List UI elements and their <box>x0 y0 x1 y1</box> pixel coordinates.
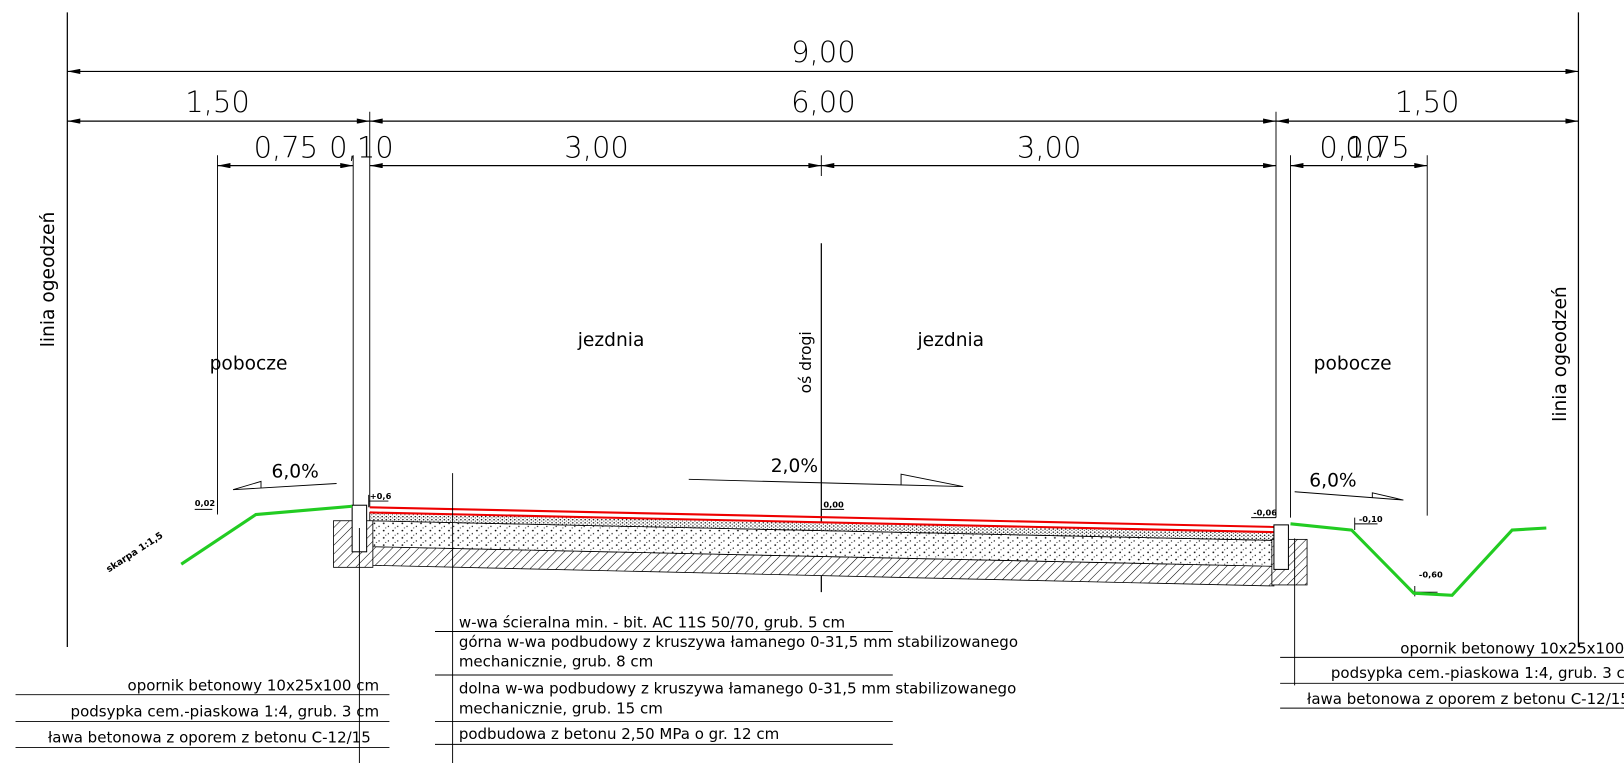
boundary-label: linia ogeodzeń <box>38 212 59 348</box>
layer-note: podbudowa z betonu 2,50 MPa o gr. 12 cm <box>459 725 779 743</box>
elevation: -0,60 <box>1419 570 1443 580</box>
elevation: 0,02 <box>195 498 216 508</box>
area-label: pobocze <box>210 354 288 375</box>
slope-label: 6,0% <box>272 461 319 482</box>
axis-label: oś drogi <box>797 331 815 393</box>
curb-note: podsypka cem.-piaskowa 1:4, grub. 3 cm <box>71 702 380 720</box>
dimension: 0,10 <box>329 130 394 164</box>
dimension: 3,00 <box>1017 130 1082 164</box>
dimension: 0,75 <box>1345 130 1410 164</box>
slope-label: 2,0% <box>771 456 818 477</box>
dimension: 3,00 <box>564 130 629 164</box>
dimension: 9,00 <box>791 35 856 69</box>
dimension: 0,75 <box>254 130 319 164</box>
elevation: -0,10 <box>1359 514 1383 524</box>
area-label: jezdnia <box>916 330 984 351</box>
layer-note: mechanicznie, grub. 8 cm <box>459 653 653 671</box>
slope-label: 6,0% <box>1309 471 1356 492</box>
layer-note: górna w-wa podbudowy z kruszywa łamanego… <box>459 633 1018 651</box>
boundary-label: linia ogeodzeń <box>1550 286 1571 422</box>
elevation: +0,6 <box>370 491 392 501</box>
pavement <box>334 505 1308 586</box>
layer-note: mechanicznie, grub. 15 cm <box>459 699 663 717</box>
embankment-label: skarpa 1:1,5 <box>104 530 165 575</box>
dimension: 1,50 <box>185 85 250 119</box>
page: 9,00 1,50 6,00 1,50 0,75 0,10 3,00 3,00 … <box>0 0 1624 763</box>
cross-section: 9,00 1,50 6,00 1,50 0,75 0,10 3,00 3,00 … <box>0 0 1624 763</box>
elevation: 0,00 <box>823 499 844 509</box>
dimension: 1,50 <box>1395 85 1460 119</box>
curb-note: podsypka cem.-piaskowa 1:4, grub. 3 cm <box>1331 664 1624 682</box>
curb-note: opornik betonowy 10x25x100 cm <box>128 677 380 695</box>
curb-note: opornik betonowy 10x25x100 cm <box>1400 639 1624 657</box>
layer-note: w-wa ścieralna min. - bit. AC 11S 50/70,… <box>459 613 845 631</box>
slope-arrows <box>233 474 1403 500</box>
dimension: 6,00 <box>791 85 856 119</box>
layer-note: dolna w-wa podbudowy z kruszywa łamanego… <box>459 680 1016 698</box>
area-label: jezdnia <box>577 330 645 351</box>
curb-note: ława betonowa z oporem z betonu C-12/15 <box>48 728 371 746</box>
elevation: -0,06 <box>1253 508 1277 518</box>
curb-note: ława betonowa z oporem z betonu C-12/15 <box>1307 690 1624 708</box>
area-label: pobocze <box>1314 354 1392 375</box>
